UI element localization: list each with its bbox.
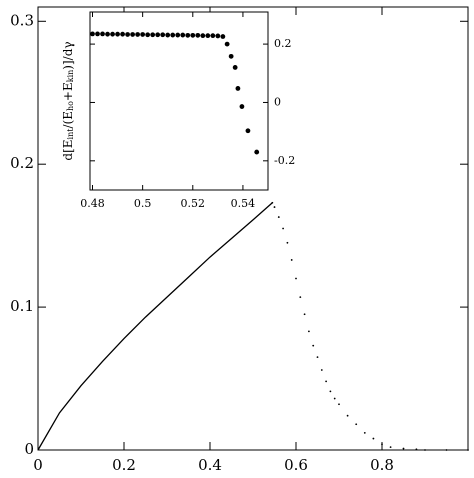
data-point [316, 356, 319, 359]
data-point [363, 431, 366, 434]
data-point [105, 31, 110, 37]
data-point [402, 447, 405, 450]
y-tick-label: 0.1 [10, 297, 34, 315]
data-point [175, 32, 181, 38]
data-point [195, 32, 201, 38]
data-line [37, 202, 273, 451]
data-point [308, 330, 310, 333]
data-point [224, 41, 230, 47]
data-point [338, 403, 340, 406]
data-point [333, 397, 336, 400]
data-point [200, 33, 206, 39]
data-point [100, 31, 105, 37]
data-point [424, 449, 426, 451]
data-point [210, 33, 216, 39]
data-point [271, 201, 274, 204]
data-point [389, 446, 392, 449]
x-tick-label: 0.5 [134, 197, 152, 210]
data-point [303, 313, 306, 316]
y-axis-label-subscript: ho [66, 101, 75, 111]
y-tick-label: 0.3 [10, 11, 34, 29]
x-tick-label: 0.48 [80, 197, 105, 210]
data-point [239, 104, 245, 109]
data-point [215, 33, 221, 39]
data-point [235, 86, 241, 91]
y-axis-label-subscript: kin [66, 70, 75, 83]
x-tick-label: 0.2 [112, 456, 136, 474]
x-tick-label: 0.52 [181, 197, 206, 210]
data-point [415, 448, 418, 451]
data-point [145, 32, 151, 38]
data-point [445, 449, 448, 451]
data-point [180, 32, 186, 38]
y-axis-label-part: +E [61, 82, 75, 101]
data-point [160, 32, 166, 38]
data-point [115, 31, 120, 37]
x-tick-label: 0.8 [370, 456, 394, 474]
data-point [155, 32, 161, 38]
data-point [190, 32, 196, 38]
data-point [355, 423, 358, 426]
data-point [273, 206, 276, 208]
y-axis-label-part: d[E [61, 139, 75, 160]
data-point [325, 380, 327, 383]
data-point [290, 259, 293, 261]
y-tick-label: 0 [24, 440, 34, 458]
data-point [165, 32, 171, 38]
data-point [130, 32, 136, 37]
x-tick-label: 0.6 [284, 456, 308, 474]
y-axis-label-part: )]/dγ [61, 41, 75, 69]
data-point [170, 32, 176, 38]
data-point [346, 414, 349, 417]
data-point [135, 32, 141, 37]
data-point [125, 32, 131, 37]
y-axis-label-part: /(E [61, 111, 75, 128]
data-point [245, 128, 251, 134]
y-axis-label-subscript: int [66, 128, 75, 140]
x-tick-label: 0.54 [231, 197, 256, 210]
y-tick-label: 0.2 [274, 37, 292, 50]
data-point [372, 437, 375, 440]
y-tick-label: -0.2 [274, 154, 295, 167]
data-point [381, 443, 383, 446]
x-tick-label: 0.4 [198, 456, 222, 474]
data-point [467, 449, 469, 451]
data-point [312, 344, 315, 347]
data-point [254, 149, 260, 155]
data-point [286, 241, 289, 244]
data-point [150, 32, 156, 38]
data-point [220, 34, 226, 39]
data-point [295, 277, 297, 280]
y-axis-label: d[Eint/(Eho+Ekin)]/dγ [61, 41, 76, 160]
data-point [95, 31, 100, 37]
x-tick-label: 0 [33, 456, 43, 474]
data-point [90, 31, 95, 37]
data-point [120, 31, 125, 37]
data-point [205, 33, 211, 39]
data-point [329, 390, 332, 393]
data-point [320, 369, 323, 371]
data-point [282, 227, 284, 230]
data-point [299, 296, 302, 298]
data-point [185, 32, 191, 38]
data-point [228, 53, 234, 59]
plot-frame [89, 11, 269, 191]
y-tick-label: 0 [274, 95, 281, 108]
data-point [110, 31, 115, 37]
data-point [232, 65, 238, 70]
y-tick-label: 0.2 [10, 154, 34, 172]
data-point [277, 216, 280, 218]
data-point [140, 32, 146, 37]
